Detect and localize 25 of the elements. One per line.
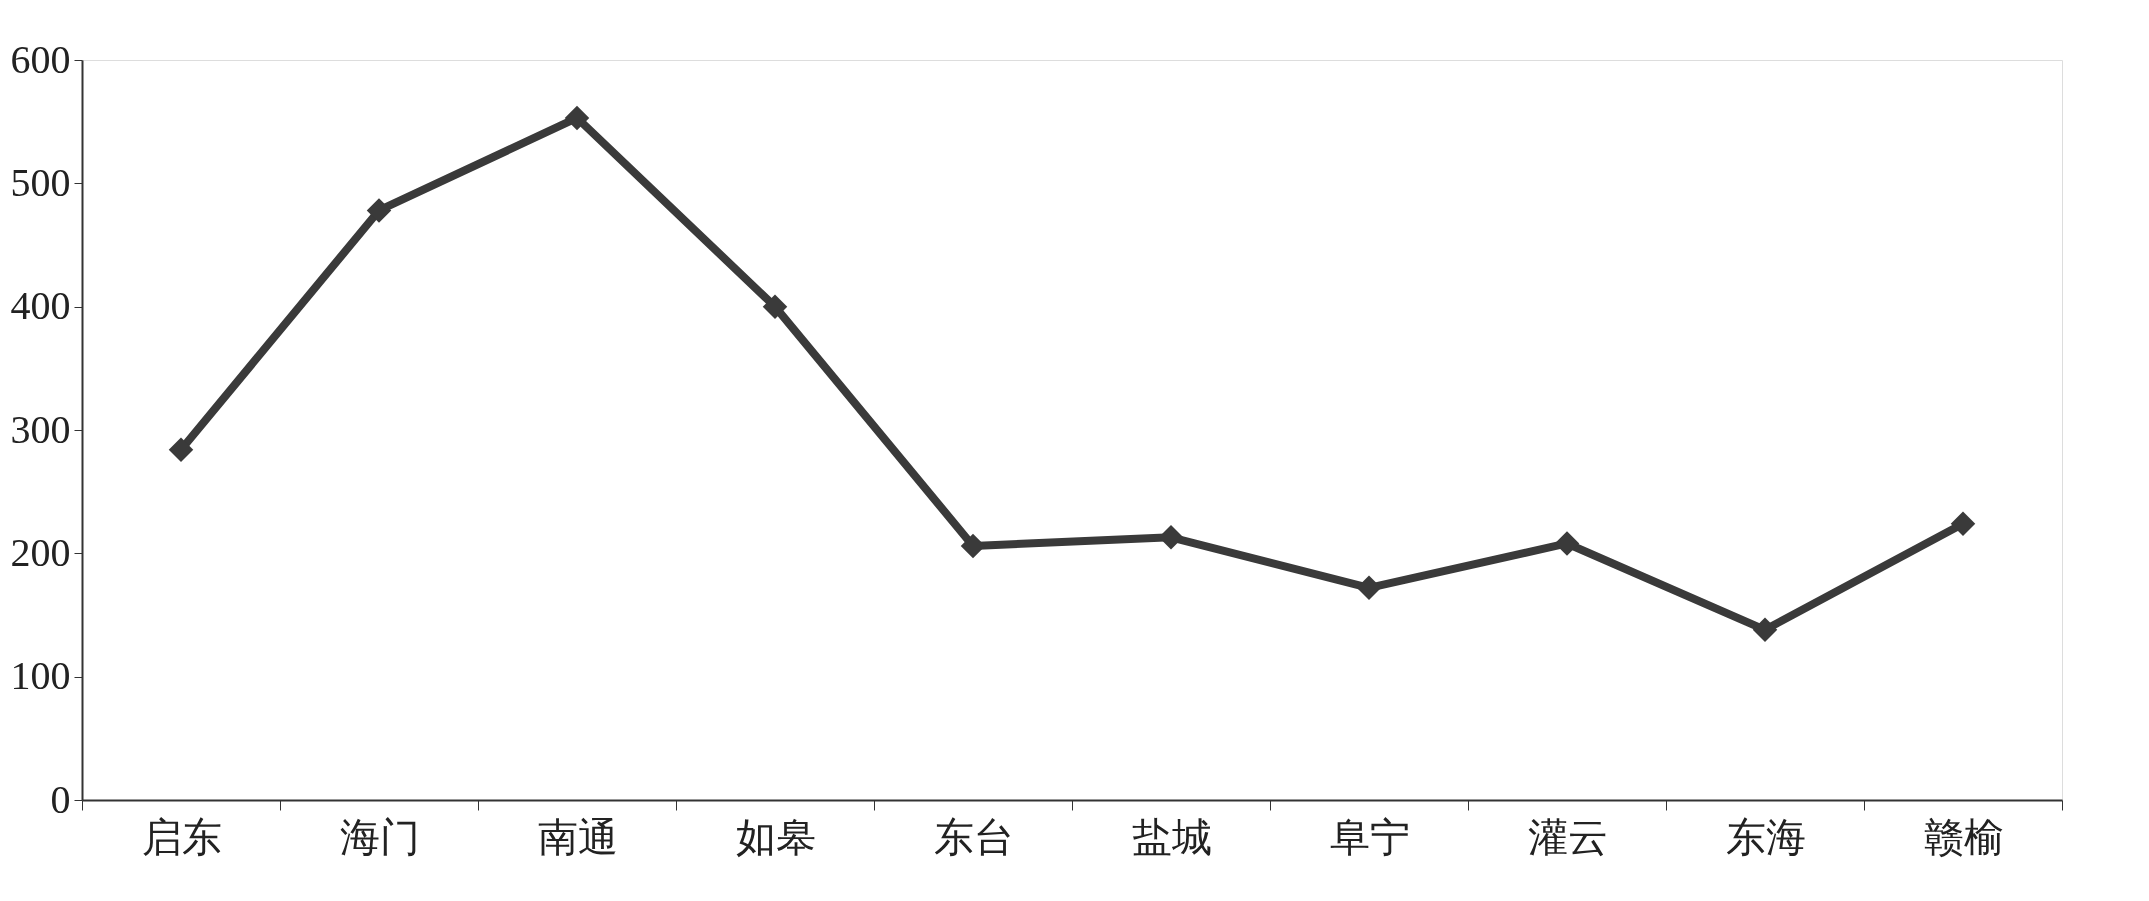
- point: [1356, 575, 1382, 601]
- point: [168, 437, 194, 462]
- x-tick-label: 如皋: [735, 814, 816, 860]
- y-tick-label: 300: [10, 406, 71, 452]
- x-tick-label: 东台: [933, 814, 1014, 860]
- x-tick-label: 赣榆: [1923, 814, 2004, 860]
- point: [1950, 511, 1976, 536]
- x-tick-label: 阜宁: [1329, 814, 1410, 860]
- x-tick-label: 东海: [1725, 814, 1806, 860]
- x-tick-label: 南通: [537, 814, 618, 860]
- point: [366, 198, 392, 223]
- y-tick-label: 200: [10, 529, 71, 575]
- point: [1752, 617, 1778, 643]
- point: [762, 294, 788, 319]
- point: [1554, 531, 1580, 556]
- y-tick-label: 500: [10, 159, 71, 205]
- point: [564, 105, 590, 131]
- y-tick-label: 100: [10, 653, 71, 699]
- y-tick-label: 400: [10, 283, 71, 329]
- x-tick-label: 盐城: [1131, 814, 1212, 860]
- y-tick-label: 0: [50, 776, 71, 822]
- x-tick-label: 海门: [339, 814, 420, 860]
- x-tick-label: 启东: [141, 814, 222, 860]
- x-tick-label: 灌云: [1527, 814, 1608, 860]
- y-tick-label: 600: [10, 36, 71, 82]
